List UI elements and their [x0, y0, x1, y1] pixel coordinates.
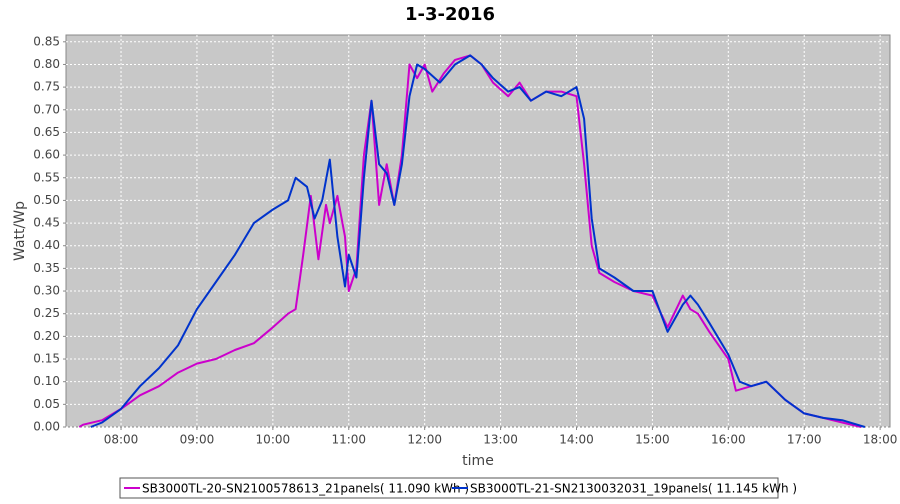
y-tick-label: 0.40: [33, 238, 60, 252]
y-tick-label: 0.20: [33, 329, 60, 343]
y-tick-label: 0.25: [33, 306, 60, 320]
y-tick-label: 0.65: [33, 125, 60, 139]
series-line: [78, 54, 862, 428]
y-tick-label: 0.00: [33, 420, 60, 434]
x-tick-label: 12:00: [407, 433, 442, 447]
y-tick-label: 0.85: [33, 34, 60, 48]
y-tick-label: 0.55: [33, 170, 60, 184]
y-tick-label: 0.10: [33, 374, 60, 388]
series-line: [90, 54, 866, 428]
y-axis-label: Watt/Wp: [12, 201, 28, 261]
plot-area: [65, 34, 891, 428]
x-axis-label: time: [462, 453, 494, 469]
y-tick-label: 0.05: [33, 397, 60, 411]
x-tick-label: 14:00: [559, 433, 594, 447]
y-tick-label: 0.75: [33, 80, 60, 94]
x-tick-label: 09:00: [180, 433, 215, 447]
y-tick-label: 0.60: [33, 148, 60, 162]
x-tick-label: 15:00: [635, 433, 670, 447]
legend: [119, 477, 779, 499]
x-tick-label: 17:00: [787, 433, 822, 447]
y-tick-label: 0.15: [33, 352, 60, 366]
x-tick-label: 18:00: [863, 433, 898, 447]
x-tick-label: 08:00: [104, 433, 139, 447]
x-tick-label: 13:00: [483, 433, 518, 447]
x-tick-label: 11:00: [331, 433, 366, 447]
y-tick-label: 0.50: [33, 193, 60, 207]
legend-label: SB3000TL-21-SN2130032031_19panels( 11.14…: [470, 482, 797, 496]
chart-title: 1-3-2016: [405, 4, 495, 25]
y-tick-label: 0.80: [33, 57, 60, 71]
x-tick-label: 16:00: [711, 433, 746, 447]
y-tick-label: 0.70: [33, 102, 60, 116]
x-tick-label: 10:00: [256, 433, 291, 447]
y-tick-label: 0.30: [33, 284, 60, 298]
y-tick-label: 0.45: [33, 216, 60, 230]
legend-label: SB3000TL-20-SN2100578613_21panels( 11.09…: [142, 482, 469, 496]
y-tick-label: 0.35: [33, 261, 60, 275]
